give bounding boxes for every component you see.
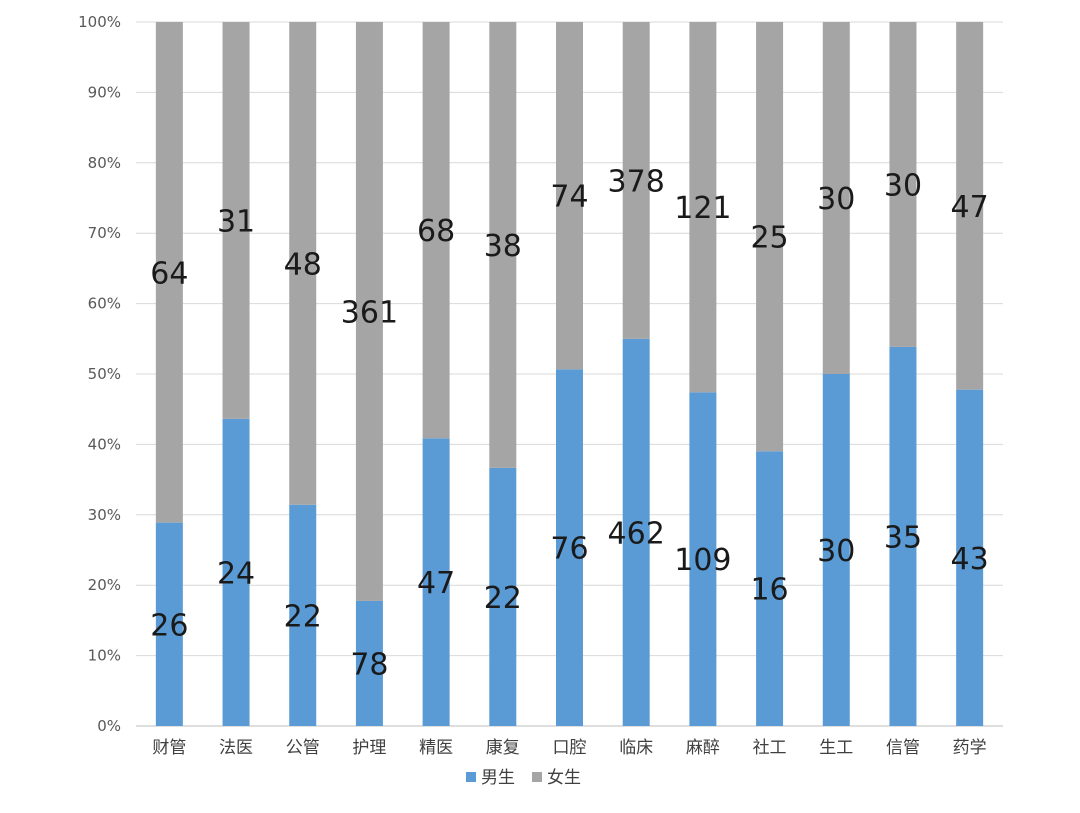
bar-segment-male bbox=[289, 504, 317, 726]
bar-segment-female bbox=[155, 22, 183, 523]
bar-segment-male bbox=[822, 374, 850, 726]
data-label-male: 26 bbox=[150, 608, 188, 643]
bar-segment-female bbox=[489, 22, 517, 468]
legend-swatch bbox=[466, 772, 476, 782]
legend-label: 男生 bbox=[481, 768, 515, 788]
data-label-female: 48 bbox=[284, 247, 322, 282]
data-label-female: 30 bbox=[884, 168, 922, 203]
bar-segment-female bbox=[622, 22, 650, 339]
x-category-label: 药学 bbox=[953, 738, 987, 758]
bar-segment-male bbox=[489, 467, 517, 726]
data-label-female: 121 bbox=[674, 191, 731, 226]
data-label-female: 31 bbox=[217, 204, 255, 239]
x-category-label: 康复 bbox=[486, 738, 520, 758]
data-labels: 26 64 24 31 22 48 78 361 47 68 22 38 76 74 462 378 109 12… bbox=[150, 164, 988, 682]
bar-segment-male bbox=[756, 451, 784, 726]
data-label-female: 74 bbox=[550, 180, 588, 215]
bar-segment-male bbox=[556, 369, 583, 726]
legend-label: 女生 bbox=[547, 768, 581, 788]
data-label-female: 25 bbox=[750, 221, 788, 256]
bar-segment-male bbox=[222, 418, 250, 726]
y-tick-label: 10% bbox=[88, 647, 121, 665]
data-label-female: 38 bbox=[484, 229, 522, 264]
bar-segment-male bbox=[889, 346, 917, 726]
bar-segment-female bbox=[222, 22, 250, 419]
y-tick-label: 90% bbox=[88, 83, 121, 101]
data-label-male: 22 bbox=[284, 599, 322, 634]
bar-segment-female bbox=[689, 22, 717, 393]
data-label-female: 378 bbox=[608, 164, 665, 199]
bar-segment-male bbox=[956, 389, 984, 726]
bar-segment-male bbox=[622, 338, 650, 726]
data-label-male: 16 bbox=[750, 573, 788, 608]
y-tick-label: 70% bbox=[88, 224, 121, 242]
y-tick-label: 20% bbox=[88, 576, 121, 594]
x-category-label: 口腔 bbox=[553, 738, 587, 758]
bar-segment-female bbox=[556, 22, 583, 370]
x-category-label: 社工 bbox=[753, 738, 787, 758]
data-label-male: 47 bbox=[417, 566, 455, 601]
legend: 男生 女生 bbox=[466, 768, 581, 788]
data-label-male: 109 bbox=[674, 543, 731, 578]
x-category-label: 精医 bbox=[419, 738, 453, 758]
y-tick-label: 100% bbox=[78, 13, 121, 31]
data-label-female: 361 bbox=[341, 295, 398, 330]
x-category-label: 生工 bbox=[819, 738, 853, 758]
x-category-label: 临床 bbox=[619, 738, 653, 758]
y-tick-label: 0% bbox=[97, 717, 121, 735]
legend-swatch bbox=[532, 772, 542, 782]
bar-segment-male bbox=[155, 522, 183, 726]
bar-segment-female bbox=[422, 22, 450, 439]
data-label-female: 64 bbox=[150, 256, 188, 291]
data-label-male: 30 bbox=[817, 534, 855, 569]
bar-segment-female bbox=[355, 22, 383, 601]
bar-segment-female bbox=[289, 22, 317, 505]
y-tick-label: 80% bbox=[88, 154, 121, 172]
data-label-female: 68 bbox=[417, 214, 455, 249]
bar-segment-male bbox=[355, 600, 383, 726]
data-label-male: 462 bbox=[608, 516, 665, 551]
bar-segment-male bbox=[422, 438, 450, 726]
x-category-label: 护理 bbox=[352, 738, 386, 758]
y-tick-label: 30% bbox=[88, 506, 121, 524]
x-axis-categories: 财管 法医 公管 护理 精医 康复 口腔 临床 麻醉 社工 生工 信管 药学 bbox=[152, 738, 986, 758]
bars bbox=[155, 22, 984, 726]
bar-segment-female bbox=[822, 22, 850, 374]
y-tick-label: 50% bbox=[88, 365, 121, 383]
x-category-label: 财管 bbox=[152, 738, 186, 758]
y-axis-ticks: 0% 10% 20% 30% 40% 50% 60% 70% 80% 90% 100% bbox=[78, 13, 121, 735]
data-label-male: 35 bbox=[884, 520, 922, 555]
data-label-male: 43 bbox=[951, 542, 989, 577]
data-label-male: 24 bbox=[217, 556, 255, 591]
y-tick-label: 40% bbox=[88, 435, 121, 453]
data-label-male: 22 bbox=[484, 581, 522, 616]
x-category-label: 公管 bbox=[286, 738, 320, 758]
bar-segment-female bbox=[956, 22, 984, 390]
data-label-male: 78 bbox=[350, 647, 388, 682]
data-label-female: 47 bbox=[951, 190, 989, 225]
bar-segment-female bbox=[889, 22, 917, 347]
data-label-male: 76 bbox=[550, 532, 588, 567]
x-category-label: 麻醉 bbox=[686, 738, 720, 758]
x-category-label: 信管 bbox=[886, 738, 920, 758]
bar-segment-male bbox=[689, 392, 717, 726]
bar-segment-female bbox=[756, 22, 784, 452]
data-label-female: 30 bbox=[817, 182, 855, 217]
x-category-label: 法医 bbox=[219, 738, 253, 758]
y-tick-label: 60% bbox=[88, 295, 121, 313]
